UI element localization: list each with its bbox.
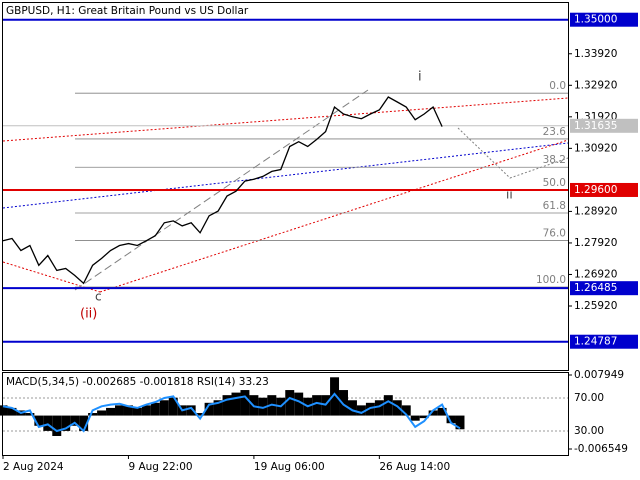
price-box-label: 1.24787 (574, 336, 617, 348)
price-box (570, 182, 638, 197)
macd-bar (52, 415, 62, 436)
macd-bar (258, 397, 268, 416)
macd-bar (374, 400, 384, 416)
macd-bar (43, 415, 53, 431)
macd-bar (312, 395, 322, 416)
fib-label: 23.6 (543, 126, 567, 138)
price-box-label: 1.35000 (574, 14, 617, 26)
macd-bar (455, 415, 465, 430)
macd-bar (88, 413, 98, 416)
macd-bar (347, 400, 357, 416)
wave-label: ii (506, 188, 513, 202)
macd-bar (115, 405, 124, 416)
price-line (2, 96, 443, 285)
macd-bar (186, 405, 196, 416)
macd-bar (419, 415, 429, 419)
main-frame (2, 2, 569, 371)
price-box (570, 12, 638, 27)
macd-bar (330, 377, 340, 416)
fib-label: 100.0 (536, 274, 566, 286)
macd-bar (7, 407, 17, 416)
forecast (457, 127, 569, 179)
price-box-label: 1.29600 (574, 184, 617, 196)
macd-bar (79, 415, 89, 431)
macd-bar (204, 402, 214, 416)
macd-bar (61, 415, 71, 431)
macd-bar (213, 400, 223, 416)
price-box (570, 281, 638, 296)
macd-bar (0, 405, 8, 416)
macd-bar (240, 390, 250, 416)
y-tick-label: 1.30920 (574, 142, 617, 154)
wave-label: c (95, 290, 102, 304)
macd-bar (383, 395, 393, 416)
macd-bar (34, 415, 44, 426)
macd-bar (159, 400, 169, 416)
y-tick-label: -0.006549 (574, 443, 628, 455)
fib-label: 0.0 (549, 80, 566, 92)
macd-bar (123, 405, 133, 416)
y-tick-label: 70.00 (574, 392, 604, 404)
y-tick-label: 1.28920 (574, 205, 617, 217)
macd-bar (365, 402, 375, 416)
dashed-trend (74, 89, 369, 291)
macd-bar (356, 405, 366, 416)
x-tick-label: 9 Aug 22:00 (128, 461, 192, 473)
macd-bar (401, 405, 411, 416)
macd-bar (97, 410, 107, 416)
y-tick-label: 1.26920 (574, 268, 617, 280)
macd-bar (428, 410, 438, 416)
x-tick-label: 19 Aug 06:00 (254, 461, 325, 473)
indicator-title: MACD(5,34,5) -0.002685 -0.001818 RSI(14)… (6, 376, 269, 388)
macd-bar (392, 400, 402, 416)
macd-bar (25, 413, 35, 416)
price-box-label: 1.31635 (574, 120, 617, 132)
trend-blue (2, 142, 569, 209)
macd-bar (150, 402, 160, 416)
macd-bar (410, 415, 420, 421)
y-tick-label: 0.007949 (574, 369, 624, 381)
y-tick-label: 1.25920 (574, 300, 617, 312)
x-tick-label: 2 Aug 2024 (3, 461, 64, 473)
fib-label: 38.2 (543, 154, 566, 166)
x-tick-label: 26 Aug 14:00 (379, 461, 450, 473)
macd-bar (168, 397, 178, 416)
macd-bar (339, 390, 348, 416)
macd-bar (285, 390, 295, 416)
wave-label: i (418, 70, 422, 85)
macd-bar (141, 405, 151, 416)
price-box (570, 118, 638, 133)
y-tick-label: 1.27920 (574, 237, 617, 249)
chart-title: GBPUSD, H1: Great Britain Pound vs US Do… (6, 5, 249, 17)
y-tick-label: 1.32920 (574, 79, 617, 91)
macd-bar (106, 407, 116, 416)
macd-bar (437, 407, 447, 416)
fib-label: 50.0 (543, 177, 566, 189)
macd-bar (222, 395, 232, 416)
fib-label: 61.8 (543, 200, 566, 212)
fib-label: 76.0 (543, 228, 566, 240)
rsi-line (2, 392, 461, 433)
y-tick-label: 30.00 (574, 425, 604, 437)
channel-upper (2, 97, 569, 142)
wave-label: (ii) (80, 307, 97, 322)
macd-bar (70, 415, 80, 426)
macd-bar (231, 392, 241, 416)
y-tick-label: 1.33920 (574, 48, 617, 60)
macd-bar (132, 407, 142, 416)
macd-bar (195, 413, 205, 416)
macd-bar (446, 415, 456, 424)
price-box (570, 334, 638, 349)
macd-bar (294, 392, 304, 416)
price-box-label: 1.26485 (574, 282, 617, 294)
